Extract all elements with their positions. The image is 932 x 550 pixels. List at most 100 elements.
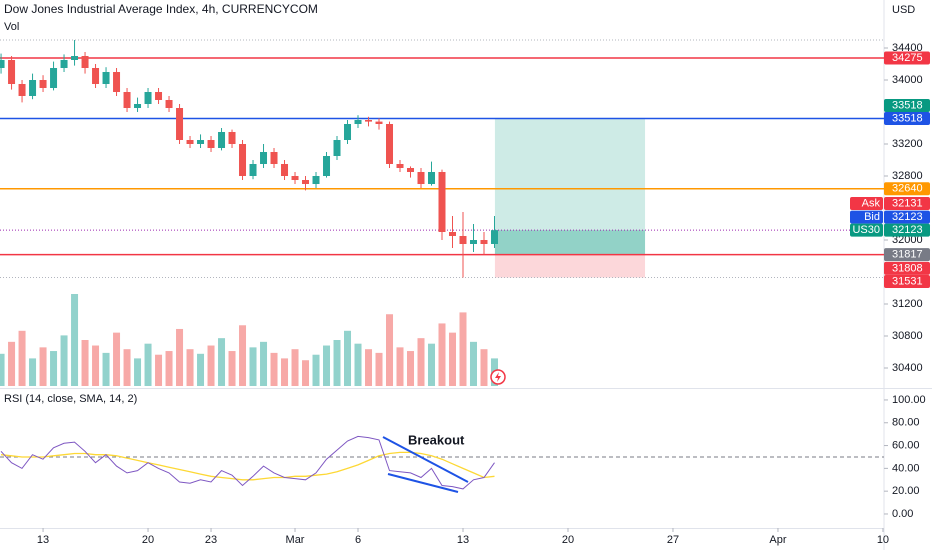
candle-body [386, 124, 394, 164]
volume-bar [29, 358, 37, 386]
volume-bar [312, 354, 320, 386]
volume-bar [239, 325, 247, 386]
volume-bar [102, 352, 110, 386]
currency-label: USD [892, 4, 915, 16]
price-badge-label: 32123 [892, 224, 923, 236]
volume-bar [291, 349, 299, 386]
x-tick-label: 13 [457, 534, 469, 546]
volume-bar [480, 349, 488, 386]
trendline-lower [387, 473, 459, 493]
candle-body [29, 80, 37, 96]
volume-label: Vol [4, 21, 19, 33]
candle-body [39, 80, 47, 88]
candle-body [186, 140, 194, 144]
volume-bar [249, 347, 257, 386]
candle-body [228, 132, 236, 144]
price-badge-name-bg [850, 210, 883, 224]
volume-bar [365, 349, 373, 386]
volume-bar [144, 343, 152, 386]
volume-bar [207, 345, 215, 386]
price-badge [884, 223, 930, 237]
price-badge-name-bg [850, 197, 883, 211]
price-badge [884, 275, 930, 289]
volume-bar [197, 353, 205, 386]
volume-bar [375, 352, 383, 386]
price-badge-label: 31531 [892, 275, 923, 287]
x-tick-label: 10 [877, 534, 889, 546]
candle-body [50, 68, 58, 88]
volume-bar [113, 332, 121, 386]
candle-body [197, 140, 205, 144]
candle-body [207, 140, 215, 148]
candle-body [375, 121, 383, 124]
candle-body [365, 120, 373, 122]
alert-icon[interactable] [490, 369, 506, 385]
x-tick-label: Apr [769, 534, 786, 546]
y-tick-label: 30400 [892, 362, 923, 374]
indicator-label: RSI (14, close, SMA, 14, 2) [4, 393, 137, 405]
rsi-tick-label: 20.00 [892, 485, 920, 497]
overlay-layer: Dow Jones Industrial Average Index, 4h, … [4, 2, 930, 546]
candle-body [428, 172, 436, 184]
candle-body [417, 172, 425, 184]
price-badge [884, 261, 930, 275]
background-layer [0, 39, 888, 532]
volume-bar [354, 343, 362, 386]
candle-body [60, 60, 68, 68]
y-tick-label: 34000 [892, 74, 923, 86]
candle-body [144, 92, 152, 104]
volume-bar [396, 347, 404, 386]
candle-body [480, 240, 488, 244]
volume-bar [186, 349, 194, 386]
volume-bar [123, 349, 131, 386]
volume-bar [281, 358, 289, 386]
price-badge [884, 182, 930, 196]
volume-bar [165, 351, 173, 386]
price-badge-label: 33518 [892, 112, 923, 124]
candle-body [270, 152, 278, 164]
candle-body [239, 144, 247, 176]
volume-bar [428, 343, 436, 386]
price-badge-label: 32123 [892, 211, 923, 223]
candle-body [459, 236, 467, 244]
y-tick-label: 32800 [892, 170, 923, 182]
trendline-upper [382, 436, 469, 483]
candle-body [354, 120, 362, 124]
price-badge [884, 248, 930, 262]
volume-bar [176, 328, 184, 386]
volume-bar [218, 338, 226, 386]
volume-bar [50, 351, 58, 386]
price-badge-name: Ask [862, 197, 881, 209]
candle-body [113, 72, 121, 92]
y-tick-label: 32000 [892, 234, 923, 246]
candle-body [407, 168, 415, 172]
volume-bar [81, 340, 89, 386]
candle-body [281, 164, 289, 176]
rsi-tick-label: 0.00 [892, 508, 913, 520]
candle-body [0, 60, 5, 68]
price-badge-label: 31817 [892, 249, 923, 261]
price-badge [884, 210, 930, 224]
candle-body [291, 176, 299, 180]
volume-bar [60, 335, 68, 386]
volume-bar [448, 332, 456, 386]
y-tick-label: 33200 [892, 138, 923, 150]
volume-bar [270, 352, 278, 386]
candle-body [71, 56, 79, 60]
candle-body [396, 164, 404, 168]
price-badge-label: 34275 [892, 52, 923, 64]
volume-bar [417, 338, 425, 386]
candle-body [438, 172, 446, 232]
x-tick-label: 20 [562, 534, 574, 546]
y-tick-label: 34400 [892, 42, 923, 54]
volume-bar [228, 351, 236, 386]
candle-body [312, 176, 320, 184]
candle-body [344, 124, 352, 140]
price-badge [884, 112, 930, 126]
x-tick-label: 13 [37, 534, 49, 546]
rsi-line [0, 435, 495, 490]
candle-body [490, 230, 498, 244]
x-tick-label: 20 [142, 534, 154, 546]
candle-body [302, 180, 310, 184]
candle-body [102, 72, 110, 84]
